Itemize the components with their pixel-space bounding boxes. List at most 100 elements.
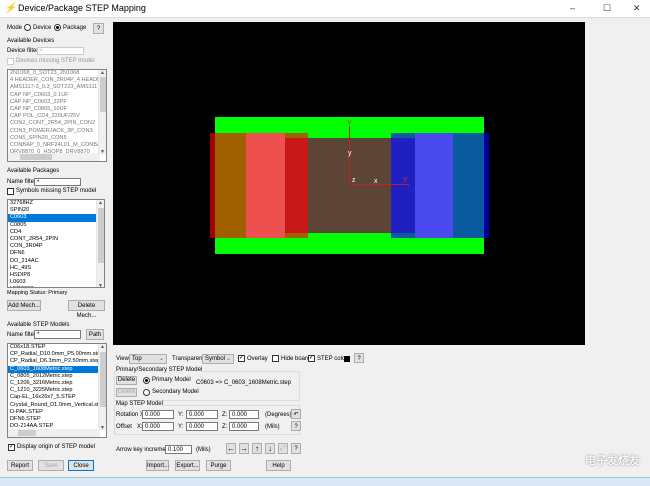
symbols-missing-checkbox[interactable] bbox=[7, 188, 14, 195]
offset-z-input[interactable]: 0.000 bbox=[229, 422, 259, 431]
step-color-swatch[interactable] bbox=[344, 356, 350, 362]
list-item[interactable]: DO-214AA.STEP bbox=[10, 423, 54, 430]
list-item[interactable]: Crystal_Round_D1.0mm_Vertical.step bbox=[10, 401, 105, 408]
list-item[interactable]: CD4 bbox=[10, 228, 22, 235]
3d-viewport[interactable]: Y y z x Y bbox=[113, 22, 585, 345]
mode-package-radio[interactable] bbox=[54, 24, 61, 31]
close-button[interactable]: Close bbox=[68, 460, 94, 471]
step-hscrollbar[interactable] bbox=[8, 429, 100, 437]
devices-list[interactable]: 2N1068_0_SOT23_2N1068 4 HEADER_CON_2R04P_… bbox=[7, 69, 107, 162]
view-help-button[interactable]: ? bbox=[354, 353, 364, 363]
map-step-help-button[interactable]: ? bbox=[291, 421, 301, 431]
list-item[interactable]: CP_Radial_D6.3mm_P2.50mm.step bbox=[10, 358, 101, 365]
list-item[interactable]: C06x18.STEP bbox=[10, 344, 46, 350]
arrow-up-button[interactable]: ↑ bbox=[252, 443, 262, 454]
devices-vscrollbar[interactable]: ▲ ▼ bbox=[98, 70, 106, 155]
list-item[interactable]: C0805 bbox=[10, 221, 27, 228]
list-item[interactable]: 2N1068_0_SOT23_2N1068 bbox=[10, 70, 80, 76]
list-item[interactable]: CAP POL_CD4_220UF/25V bbox=[10, 113, 80, 120]
secondary-model-radio[interactable] bbox=[143, 389, 150, 396]
arrow-down-button[interactable]: ↓ bbox=[265, 443, 275, 454]
chevron-down-icon: ⌄ bbox=[158, 356, 164, 362]
list-item[interactable]: 4 HEADER_CON_2R04P_4 HEADER bbox=[10, 77, 105, 84]
step-models-list[interactable]: C06x18.STEP CP_Radial_D10.0mm_P5.00mm.ste… bbox=[7, 343, 107, 438]
devices-hscrollbar[interactable] bbox=[8, 153, 100, 161]
mode-help-button[interactable]: ? bbox=[93, 23, 104, 34]
list-item[interactable]: DFN6 bbox=[10, 250, 25, 257]
rotation-z-input[interactable]: 0.000 bbox=[229, 410, 259, 419]
export-button[interactable]: Export... bbox=[175, 460, 200, 471]
list-item[interactable]: CON2_CONT_2R54_2PIN_CON2 bbox=[10, 120, 96, 127]
list-item[interactable]: DFN6.STEP bbox=[10, 415, 41, 422]
step-vscrollbar[interactable]: ▲ ▼ bbox=[98, 344, 106, 431]
list-item[interactable]: CONBAP_0_NRF24L01_M_CONBAP bbox=[10, 141, 105, 148]
list-item[interactable]: Cap-EL_16x26x7_5.STEP bbox=[10, 394, 76, 401]
list-item[interactable]: CAP NP_C0805_10UF bbox=[10, 105, 68, 112]
arrow-right-button[interactable]: → bbox=[239, 443, 249, 454]
list-item[interactable]: HSDIP8 bbox=[10, 271, 31, 278]
list-item[interactable]: AMS1117-3_0.3_SOT223_AMS1117- bbox=[10, 84, 103, 91]
list-item[interactable]: CP_Radial_D10.0mm_P5.00mm.step bbox=[10, 351, 104, 358]
close-window-button[interactable]: ✕ bbox=[633, 3, 641, 13]
delete-secondary-button[interactable]: Delete bbox=[116, 388, 137, 397]
devices-missing-checkbox[interactable] bbox=[7, 58, 14, 65]
maximize-button[interactable]: ☐ bbox=[603, 3, 612, 13]
package-filter-input[interactable]: * bbox=[34, 178, 81, 186]
step-color-checkbox[interactable]: ✓ bbox=[308, 355, 315, 362]
list-item[interactable]: C_1210_3225Metric.step bbox=[10, 387, 73, 394]
primary-model-radio[interactable] bbox=[143, 377, 150, 384]
list-item[interactable]: 32768HZ bbox=[10, 200, 34, 206]
display-origin-checkbox[interactable]: ✓ bbox=[8, 444, 15, 451]
add-mech-button[interactable]: Add Mech... bbox=[7, 300, 41, 311]
import-button[interactable]: Import... bbox=[146, 460, 169, 471]
list-item[interactable]: CAP NP_C0603_0.1UF bbox=[10, 91, 69, 98]
purge-button[interactable]: Purge bbox=[206, 460, 231, 471]
mode-device-radio[interactable] bbox=[24, 24, 31, 31]
offset-x-input[interactable]: 0.000 bbox=[142, 422, 174, 431]
minimize-button[interactable]: – bbox=[570, 3, 576, 13]
list-item[interactable]: SPIN20 bbox=[10, 207, 30, 214]
list-item[interactable]: C_1206_3216Metric.step bbox=[10, 379, 73, 386]
list-item[interactable]: DO-214AC(2).STEP bbox=[8, 437, 106, 438]
packages-list[interactable]: 32768HZ SPIN20 C0603 C0805 CD4 CONT_2R54_2PIN… bbox=[7, 199, 105, 288]
list-item[interactable]: DRV8870_0_HSOP8_DRV8870 bbox=[8, 149, 106, 156]
hide-board-checkbox[interactable] bbox=[272, 355, 279, 362]
arrow-help-button[interactable]: ? bbox=[291, 443, 301, 454]
list-item[interactable]: CON_3R04P bbox=[10, 243, 43, 250]
path-button[interactable]: Path bbox=[86, 329, 104, 340]
arrow-diagonal-button[interactable]: ⤢ bbox=[278, 443, 288, 454]
list-item[interactable]: DO_214AC bbox=[10, 257, 39, 264]
list-item[interactable]: D-PAK.STEP bbox=[10, 408, 43, 415]
list-item[interactable]: CON5_SPIN20_CON5 bbox=[10, 134, 67, 141]
list-item[interactable]: HC_49S bbox=[10, 264, 32, 271]
list-item[interactable]: CON3_POWERJACK_3P_CON3 bbox=[10, 127, 93, 134]
arrow-left-button[interactable]: ← bbox=[226, 443, 236, 454]
delete-mech-button[interactable]: Delete Mech... bbox=[68, 300, 105, 319]
list-item[interactable]: CAP NP_C0603_22PF bbox=[10, 98, 67, 105]
save-button[interactable]: Save bbox=[38, 460, 64, 471]
list-item[interactable]: C_0603_1608Metric.step bbox=[8, 365, 106, 373]
overlay-checkbox[interactable]: ✓ bbox=[238, 355, 245, 362]
list-item[interactable]: CONT_2R54_2PIN bbox=[10, 235, 58, 242]
help-button[interactable]: Help bbox=[266, 460, 291, 471]
reset-rotation-button[interactable]: ↶ bbox=[291, 409, 301, 419]
rotation-y-input[interactable]: 0.000 bbox=[186, 410, 218, 419]
right-terminal bbox=[391, 138, 415, 233]
transparent-select[interactable]: Symbol ⌄ bbox=[202, 354, 234, 364]
view-select-value: Top bbox=[132, 356, 142, 362]
list-item[interactable]: C0603 bbox=[8, 214, 104, 222]
list-item[interactable]: LED0603 bbox=[8, 286, 104, 287]
packages-vscrollbar[interactable]: ▲ ▼ bbox=[96, 200, 104, 288]
device-filter-input[interactable]: * bbox=[37, 47, 84, 55]
list-item[interactable]: C_0805_2012Metric.step bbox=[10, 372, 73, 379]
delete-primary-button[interactable]: Delete bbox=[116, 376, 137, 385]
offset-y-input[interactable]: 0.000 bbox=[186, 422, 218, 431]
step-filter-input[interactable]: * bbox=[34, 330, 81, 339]
view-select[interactable]: Top ⌄ bbox=[129, 354, 167, 364]
report-button[interactable]: Report bbox=[7, 460, 33, 471]
left-pad bbox=[246, 133, 285, 238]
arrow-increment-input[interactable]: 0.100 bbox=[165, 445, 192, 454]
arrow-increment-label: Arrow key increment: bbox=[116, 447, 173, 453]
rotation-x-input[interactable]: 0.000 bbox=[142, 410, 174, 419]
list-item[interactable]: L0603 bbox=[10, 279, 26, 286]
